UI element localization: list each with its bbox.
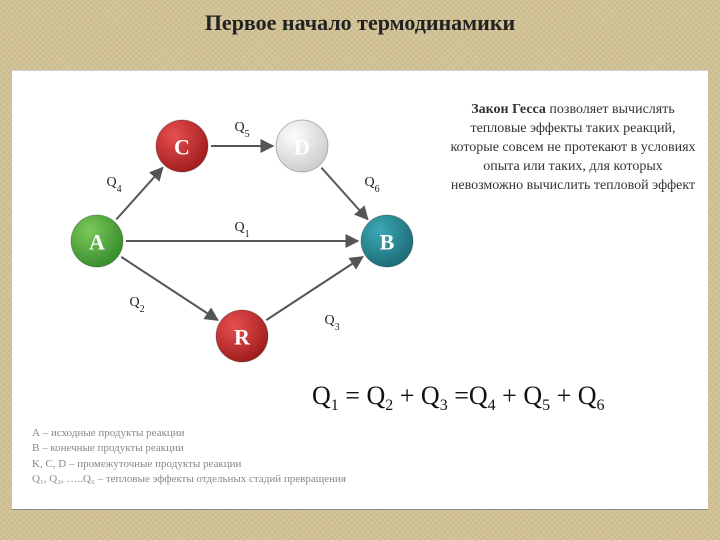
node-label-D: D: [294, 135, 310, 160]
legend: А – исходные продукты реакции В – конечн…: [32, 426, 346, 488]
edge-label-Q6: Q6: [364, 175, 379, 195]
legend-line: Q₁, Q₂, …..Q₆ – тепловые эффекты отдельн…: [32, 472, 346, 487]
edge-label-Q2: Q2: [129, 295, 144, 315]
diagram-area: Q1 Q4 Q5 Q6 Q2 Q3 A C D B R: [12, 71, 442, 401]
node-label-A: A: [89, 230, 105, 255]
hess-diagram: Q1 Q4 Q5 Q6 Q2 Q3 A C D B R: [12, 71, 442, 401]
legend-line: K, C, D – промежуточные продукты реакции: [32, 457, 346, 472]
legend-line: В – конечные продукты реакции: [32, 441, 346, 456]
edge-label-Q3: Q3: [324, 313, 339, 333]
edge-A-R: [121, 257, 217, 320]
node-label-R: R: [234, 325, 251, 350]
content-panel: Q1 Q4 Q5 Q6 Q2 Q3 A C D B R Закон Гесса позволяет …: [12, 70, 708, 510]
node-label-B: B: [380, 230, 395, 255]
edge-label-Q1: Q1: [234, 220, 249, 240]
page-title: Первое начало термодинамики: [0, 10, 720, 36]
edge-A-C: [116, 168, 162, 220]
hess-law-description: Закон Гесса позволяет вычислять тепловые…: [448, 101, 698, 195]
equation: Q1 = Q2 + Q3 =Q4 + Q5 + Q6: [312, 381, 605, 415]
hess-law-lead: Закон Гесса: [471, 102, 546, 117]
edge-label-Q5: Q5: [234, 120, 249, 140]
edge-label-Q4: Q4: [106, 175, 121, 195]
legend-line: А – исходные продукты реакции: [32, 426, 346, 441]
edge-R-B: [266, 257, 362, 320]
edge-D-B: [321, 168, 367, 220]
node-label-C: C: [174, 135, 190, 160]
